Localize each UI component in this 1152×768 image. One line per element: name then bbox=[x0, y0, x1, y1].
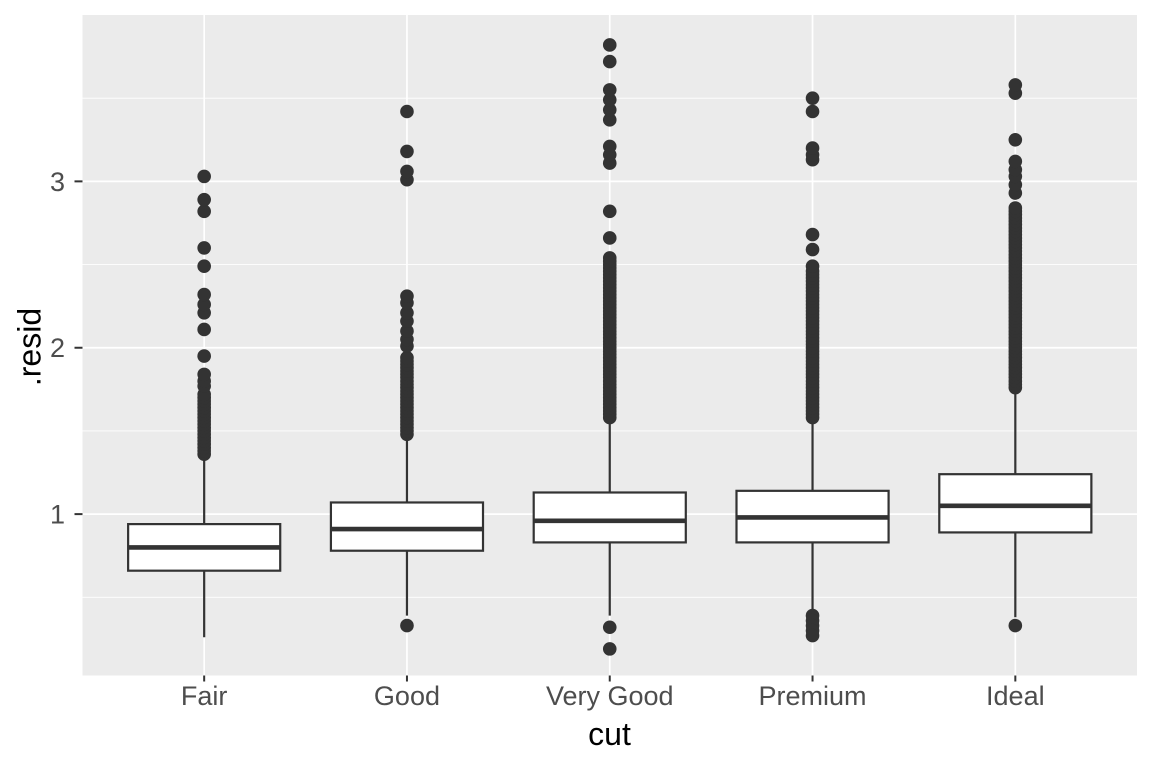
outlier-dot-good bbox=[400, 350, 414, 365]
outlier-dot-ideal bbox=[1008, 154, 1023, 169]
outlier-dot-fair bbox=[197, 367, 211, 382]
x-axis-title: cut bbox=[588, 716, 631, 752]
outlier-dot-good bbox=[400, 289, 414, 303]
outlier-dot-fair bbox=[197, 287, 211, 302]
outlier-dot-very-good bbox=[602, 54, 617, 69]
outlier-dot-fair bbox=[197, 322, 211, 337]
x-tick-label-good: Good bbox=[374, 681, 440, 711]
y-axis-title: .resid bbox=[11, 307, 48, 387]
outlier-dot-premium bbox=[805, 141, 820, 155]
outlier-dot-very-good bbox=[602, 620, 617, 635]
outlier-dot-premium bbox=[805, 242, 820, 257]
x-tick-label-premium: Premium bbox=[759, 681, 867, 711]
outlier-dot-fair bbox=[197, 169, 211, 184]
outlier-dot-very-good bbox=[602, 93, 617, 107]
outlier-dot-premium bbox=[805, 91, 820, 105]
outlier-dot-premium bbox=[805, 628, 820, 643]
outlier-dot-fair bbox=[197, 259, 211, 274]
outlier-dot-ideal bbox=[1008, 618, 1023, 633]
outlier-dot-very-good bbox=[602, 204, 617, 219]
x-tick-label-ideal: Ideal bbox=[986, 681, 1045, 711]
y-tick-label: 1 bbox=[50, 500, 65, 530]
outlier-dot-good bbox=[400, 164, 414, 179]
outlier-dot-fair bbox=[197, 297, 211, 312]
outlier-dot-very-good bbox=[602, 139, 617, 154]
outlier-dot-very-good bbox=[602, 642, 617, 656]
x-tick-label-very-good: Very Good bbox=[546, 681, 674, 711]
outlier-dot-very-good bbox=[602, 103, 617, 117]
outlier-dot-very-good bbox=[602, 113, 617, 127]
outlier-dot-good bbox=[400, 306, 414, 320]
outlier-dot-good bbox=[400, 324, 414, 338]
outlier-dot-good bbox=[400, 618, 414, 633]
outlier-dot-premium bbox=[805, 227, 820, 242]
outlier-dot-very-good bbox=[602, 38, 617, 52]
outlier-dot-fair bbox=[197, 241, 211, 255]
outlier-dot-very-good bbox=[602, 231, 617, 245]
outlier-dot-ideal bbox=[1008, 201, 1023, 215]
x-tick-label-fair: Fair bbox=[181, 681, 228, 711]
outlier-dot-premium bbox=[805, 104, 820, 119]
box-very-good bbox=[532, 491, 687, 544]
box-ideal bbox=[938, 473, 1093, 534]
outlier-dot-fair bbox=[197, 204, 211, 219]
outlier-dot-premium bbox=[805, 259, 820, 274]
outlier-dot-very-good bbox=[602, 251, 617, 265]
outlier-dot-fair bbox=[197, 349, 211, 363]
outlier-dot-fair bbox=[197, 192, 211, 207]
y-tick-label: 2 bbox=[50, 333, 65, 363]
box-good bbox=[329, 501, 485, 552]
outlier-dot-ideal bbox=[1008, 132, 1023, 147]
outlier-dot-good bbox=[400, 144, 414, 159]
outlier-dot-ideal bbox=[1008, 78, 1023, 92]
y-tick-label: 3 bbox=[50, 167, 65, 197]
outlier-dot-very-good bbox=[602, 83, 617, 97]
outlier-dot-good bbox=[400, 104, 414, 119]
